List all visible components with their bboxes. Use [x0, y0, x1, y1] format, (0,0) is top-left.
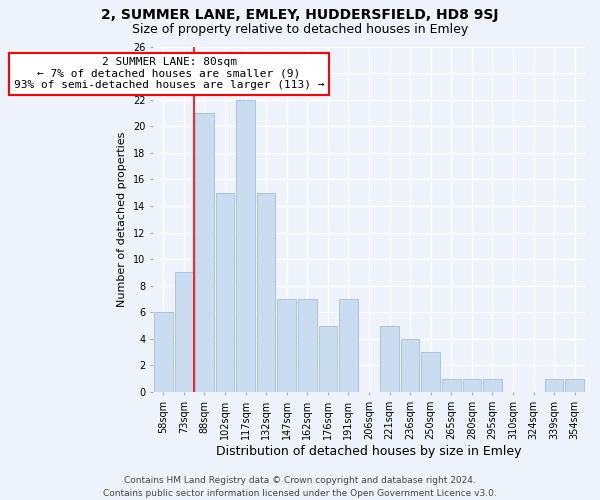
Bar	[463, 378, 481, 392]
Text: Contains HM Land Registry data © Crown copyright and database right 2024.
Contai: Contains HM Land Registry data © Crown c…	[103, 476, 497, 498]
Bar	[277, 299, 296, 392]
Bar	[195, 113, 214, 392]
Text: 2, SUMMER LANE, EMLEY, HUDDERSFIELD, HD8 9SJ: 2, SUMMER LANE, EMLEY, HUDDERSFIELD, HD8…	[101, 8, 499, 22]
Bar	[216, 192, 234, 392]
X-axis label: Distribution of detached houses by size in Emley: Distribution of detached houses by size …	[216, 444, 522, 458]
Y-axis label: Number of detached properties: Number of detached properties	[117, 132, 127, 307]
Bar	[154, 312, 173, 392]
Bar	[565, 378, 584, 392]
Bar	[298, 299, 317, 392]
Bar	[401, 339, 419, 392]
Bar	[442, 378, 461, 392]
Bar	[545, 378, 563, 392]
Bar	[483, 378, 502, 392]
Bar	[236, 100, 255, 392]
Bar	[175, 272, 193, 392]
Bar	[421, 352, 440, 392]
Bar	[319, 326, 337, 392]
Text: 2 SUMMER LANE: 80sqm
← 7% of detached houses are smaller (9)
93% of semi-detache: 2 SUMMER LANE: 80sqm ← 7% of detached ho…	[14, 57, 324, 90]
Bar	[380, 326, 399, 392]
Bar	[339, 299, 358, 392]
Bar	[257, 192, 275, 392]
Text: Size of property relative to detached houses in Emley: Size of property relative to detached ho…	[132, 22, 468, 36]
